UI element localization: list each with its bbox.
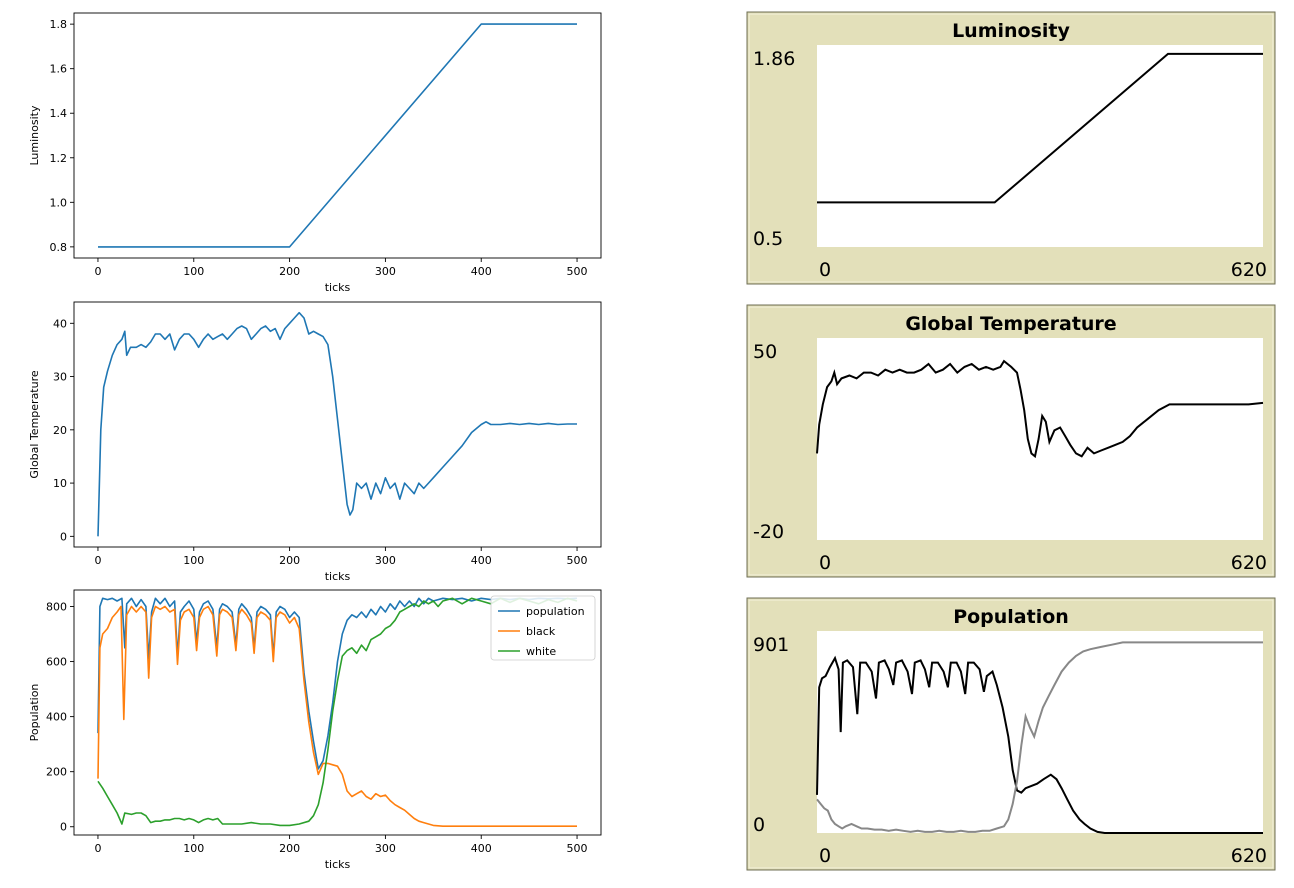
- netlogo-series-2: [816, 641, 1263, 833]
- plot-frame: [73, 589, 602, 836]
- y-tick-label: 10: [53, 477, 67, 490]
- x-tick-label: 300: [375, 842, 396, 855]
- x-tick-label: 200: [279, 265, 300, 278]
- series-line-black: [97, 605, 577, 827]
- y-tick-label: 1.4: [50, 107, 68, 120]
- y-tick-label: 200: [46, 766, 67, 779]
- y-max-label: 901: [753, 634, 789, 656]
- series-line-white: [97, 597, 578, 827]
- netlogo-chart-3: Population 901 0 0 620: [746, 597, 1276, 871]
- x-max-label: 620: [1231, 259, 1267, 281]
- x-tick-label: 0: [94, 265, 101, 278]
- y-tick-label: 0: [60, 821, 67, 834]
- y-tick-label: 30: [53, 371, 67, 384]
- x-tick-label: 200: [279, 842, 300, 855]
- netlogo-series-1: [816, 359, 1264, 459]
- y-tick-label: 0: [60, 530, 67, 543]
- series-line-line-1: [98, 23, 577, 248]
- x-tick-label: 100: [183, 842, 204, 855]
- x-tick-label: 0: [94, 554, 101, 567]
- x-tick-label: 400: [471, 265, 492, 278]
- netlogo-series-1: [816, 655, 1263, 834]
- y-tick-label: 40: [53, 317, 67, 330]
- netlogo-title: Global Temperature: [905, 313, 1116, 335]
- x-tick-label: 100: [183, 265, 204, 278]
- y-tick-label: 0.8: [50, 241, 68, 254]
- netlogo-title: Population: [953, 606, 1069, 628]
- x-tick-label: 300: [375, 265, 396, 278]
- x-tick-label: 500: [567, 265, 588, 278]
- y-min-label: 0: [753, 814, 765, 836]
- netlogo-chart-1: Luminosity 1.86 0.5 0 620: [746, 11, 1276, 285]
- x-tick-label: 100: [183, 554, 204, 567]
- y-axis-label: Population: [28, 684, 41, 742]
- y-tick-label: 800: [46, 601, 67, 614]
- x-max-label: 620: [1231, 845, 1267, 867]
- x-min-label: 0: [819, 845, 831, 867]
- y-tick-label: 1.2: [50, 152, 68, 165]
- y-tick-label: 1.0: [50, 196, 68, 209]
- plot-frame: [73, 12, 602, 259]
- netlogo-plot-area: [817, 631, 1263, 833]
- legend: population black white: [490, 595, 596, 661]
- netlogo-plot-area: [817, 338, 1263, 540]
- x-min-label: 0: [819, 552, 831, 574]
- netlogo-plot-area: [817, 45, 1263, 247]
- y-max-label: 1.86: [753, 48, 795, 70]
- y-tick-label: 20: [53, 424, 67, 437]
- legend-box: [490, 595, 596, 661]
- y-axis-label: Global Temperature: [28, 370, 41, 478]
- x-tick-label: 500: [567, 842, 588, 855]
- x-tick-label: 200: [279, 554, 300, 567]
- y-min-label: 0.5: [753, 228, 783, 250]
- mpl-chart-2: 0 100 200 300 400 500 0 10 20 30 40 ticks Global Tem…: [28, 301, 602, 583]
- y-tick-label: 1.8: [50, 18, 68, 31]
- x-axis-label: ticks: [325, 281, 351, 294]
- legend-label-population: population: [526, 605, 585, 618]
- series-line-line-1: [97, 311, 577, 537]
- legend-label-black: black: [526, 625, 556, 638]
- y-axis-label: Luminosity: [28, 105, 41, 165]
- x-axis-label: ticks: [325, 570, 351, 583]
- y-min-label: -20: [753, 521, 784, 543]
- x-max-label: 620: [1231, 552, 1267, 574]
- y-tick-label: 400: [46, 711, 67, 724]
- plot-frame: [73, 301, 602, 548]
- netlogo-series-1: [817, 52, 1263, 204]
- mpl-chart-3: 0 100 200 300 400 500 0 200 400 600 800 ticks Popula…: [28, 589, 602, 871]
- series-line-population: [97, 597, 578, 770]
- x-axis-label: ticks: [325, 858, 351, 871]
- y-tick-label: 1.6: [50, 63, 68, 76]
- x-tick-label: 500: [567, 554, 588, 567]
- x-tick-label: 0: [94, 842, 101, 855]
- x-tick-label: 400: [471, 842, 492, 855]
- netlogo-chart-2: Global Temperature 50 -20 0 620: [746, 304, 1276, 578]
- y-max-label: 50: [753, 341, 777, 363]
- mpl-chart-1: 0 100 200 300 400 500 0.8 1.0 1.2 1.4 1.6 1.8 ticks L…: [28, 12, 602, 294]
- x-min-label: 0: [819, 259, 831, 281]
- y-tick-label: 600: [46, 656, 67, 669]
- netlogo-title: Luminosity: [952, 20, 1070, 42]
- x-tick-label: 400: [471, 554, 492, 567]
- x-tick-label: 300: [375, 554, 396, 567]
- legend-label-white: white: [526, 645, 556, 658]
